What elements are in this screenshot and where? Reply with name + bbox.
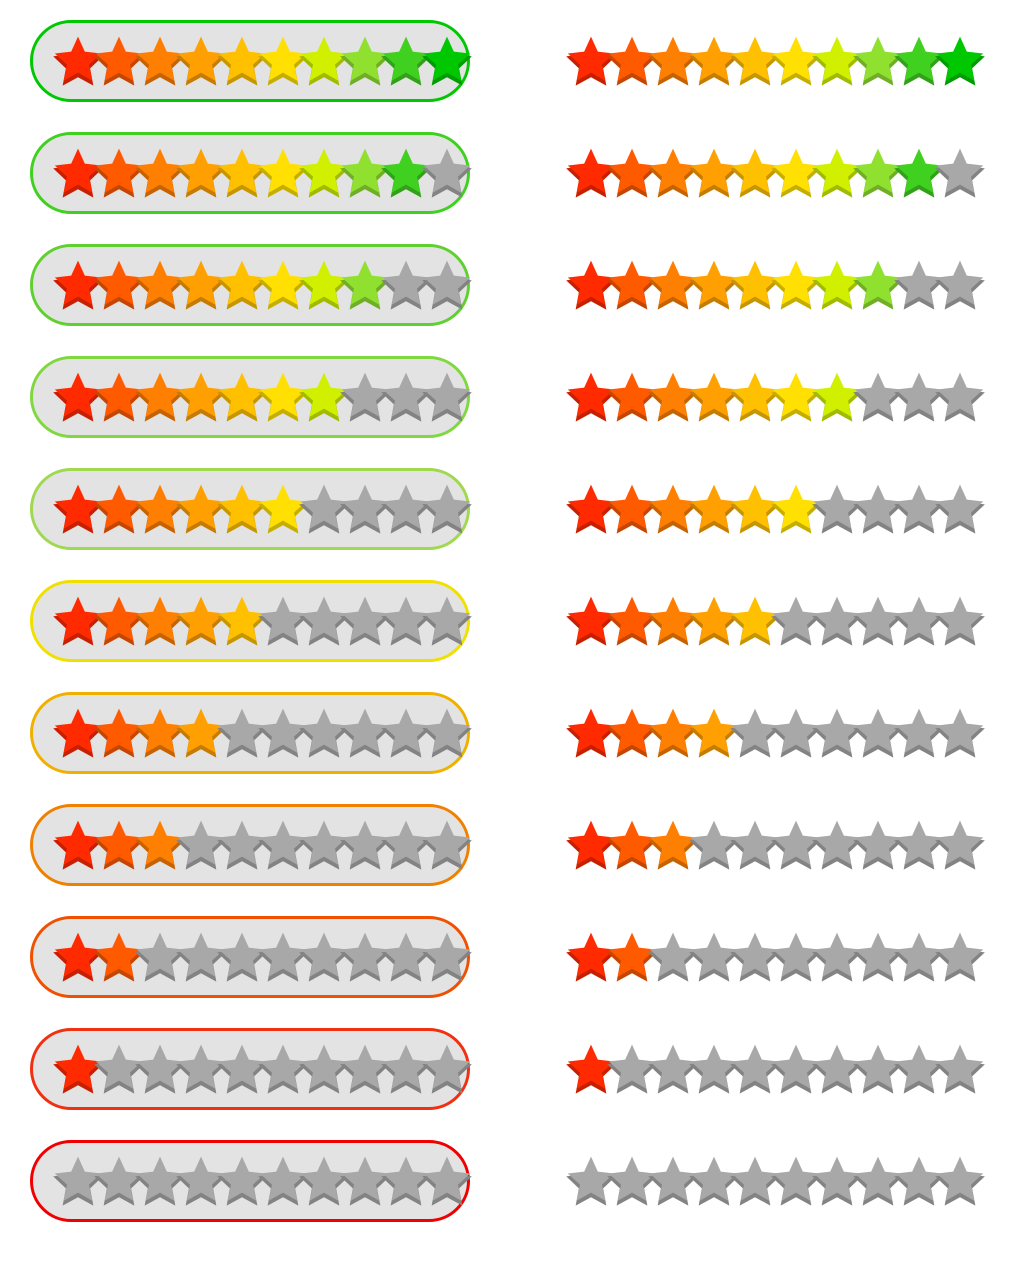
star-group — [49, 368, 459, 426]
star-group — [49, 704, 459, 762]
rating-row — [30, 916, 1004, 998]
star-group — [562, 32, 972, 90]
rating-row — [30, 132, 1004, 214]
star-icon — [931, 592, 989, 650]
star-icon — [418, 144, 476, 202]
star-group — [49, 480, 459, 538]
rating-plain[interactable] — [546, 20, 986, 102]
rating-pill[interactable] — [30, 580, 470, 662]
rating-pill[interactable] — [30, 20, 470, 102]
star-icon — [418, 592, 476, 650]
star-group — [562, 1040, 972, 1098]
star-icon — [418, 816, 476, 874]
star-icon — [418, 480, 476, 538]
rating-plain[interactable] — [546, 916, 986, 998]
rating-plain[interactable] — [546, 1028, 986, 1110]
star-group — [49, 1152, 459, 1210]
star-icon — [418, 704, 476, 762]
star-icon — [418, 928, 476, 986]
rating-pill[interactable] — [30, 356, 470, 438]
rating-row — [30, 20, 1004, 102]
rating-pill[interactable] — [30, 468, 470, 550]
star-icon — [931, 480, 989, 538]
rating-row — [30, 356, 1004, 438]
rating-row — [30, 1140, 1004, 1222]
star-icon — [931, 144, 989, 202]
rating-plain[interactable] — [546, 132, 986, 214]
star-group — [562, 592, 972, 650]
star-icon — [931, 816, 989, 874]
rating-pill[interactable] — [30, 1028, 470, 1110]
star-group — [49, 592, 459, 650]
star-group — [562, 368, 972, 426]
star-group — [49, 928, 459, 986]
star-icon — [418, 32, 476, 90]
star-group — [562, 1152, 972, 1210]
star-icon — [418, 1040, 476, 1098]
rating-plain[interactable] — [546, 356, 986, 438]
rating-row — [30, 692, 1004, 774]
star-icon — [931, 1152, 989, 1210]
rating-plain[interactable] — [546, 692, 986, 774]
star-group — [562, 816, 972, 874]
star-group — [49, 816, 459, 874]
rating-row — [30, 244, 1004, 326]
rating-row — [30, 580, 1004, 662]
star-icon — [931, 1040, 989, 1098]
rating-pill[interactable] — [30, 692, 470, 774]
rating-pill[interactable] — [30, 1140, 470, 1222]
star-icon — [931, 368, 989, 426]
star-group — [49, 144, 459, 202]
star-group — [562, 256, 972, 314]
rating-row — [30, 468, 1004, 550]
rating-pill[interactable] — [30, 804, 470, 886]
rating-pill[interactable] — [30, 132, 470, 214]
rating-plain[interactable] — [546, 580, 986, 662]
star-icon — [418, 368, 476, 426]
star-group — [562, 704, 972, 762]
rating-row — [30, 804, 1004, 886]
star-icon — [418, 1152, 476, 1210]
rating-plain[interactable] — [546, 1140, 986, 1222]
star-group — [562, 928, 972, 986]
rating-plain[interactable] — [546, 244, 986, 326]
star-icon — [931, 704, 989, 762]
star-group — [562, 144, 972, 202]
star-icon — [931, 256, 989, 314]
rating-plain[interactable] — [546, 468, 986, 550]
rating-plain[interactable] — [546, 804, 986, 886]
rating-pill[interactable] — [30, 916, 470, 998]
rating-row — [30, 1028, 1004, 1110]
star-group — [562, 480, 972, 538]
rating-pill[interactable] — [30, 244, 470, 326]
star-icon — [418, 256, 476, 314]
star-icon — [931, 32, 989, 90]
star-icon — [931, 928, 989, 986]
star-group — [49, 256, 459, 314]
star-group — [49, 1040, 459, 1098]
star-group — [49, 32, 459, 90]
